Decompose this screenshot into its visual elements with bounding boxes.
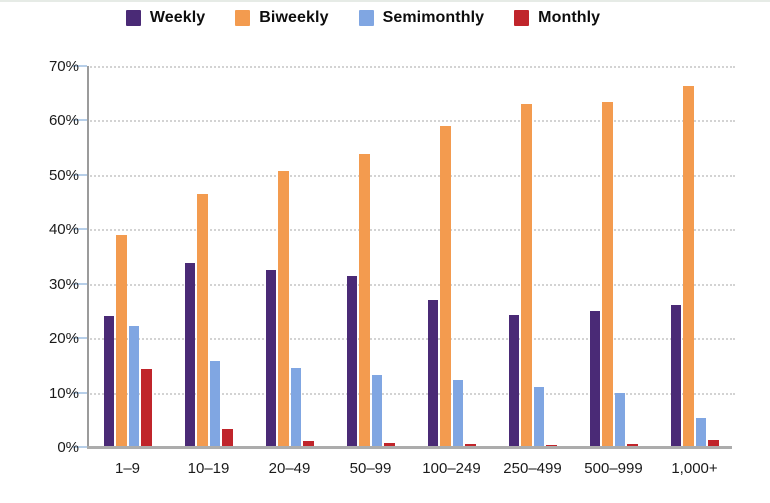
- y-axis-tick: [73, 119, 87, 122]
- bar-groups: [87, 66, 735, 447]
- x-axis-label-100–249: 100–249: [422, 460, 481, 477]
- plot-area: [87, 66, 735, 449]
- bar-weekly-1–9: [103, 316, 114, 447]
- y-axis-tick: [73, 65, 87, 67]
- y-axis-tick: [73, 446, 87, 448]
- legend-item-biweekly: Biweekly: [235, 9, 328, 27]
- bar-group-100–249: [411, 66, 492, 447]
- y-axis-label-70: 70%: [48, 58, 79, 75]
- y-axis-label-10: 10%: [48, 384, 79, 402]
- bar-monthly-1,000+: [708, 440, 719, 447]
- bar-weekly-250–499: [508, 314, 519, 447]
- x-axis-label-500–999: 500–999: [584, 460, 643, 477]
- bar-weekly-500–999: [589, 310, 600, 447]
- gridline-70: [87, 66, 735, 68]
- y-axis-label-30: 30%: [48, 275, 79, 293]
- x-axis-baseline: [87, 446, 732, 449]
- bar-group-500–999: [573, 66, 654, 447]
- y-axis-tick: [73, 282, 87, 285]
- y-axis-tick: [73, 337, 87, 340]
- bar-weekly-20–49: [265, 270, 276, 447]
- bar-group-10–19: [168, 66, 249, 447]
- gridline-60: [87, 120, 735, 123]
- bar-semimonthly-10–19: [209, 361, 220, 447]
- legend-swatch-icon: [235, 10, 251, 26]
- legend-label: Monthly: [538, 9, 601, 26]
- bar-group-20–49: [249, 66, 330, 447]
- legend-item-monthly: Monthly: [514, 9, 600, 27]
- bar-biweekly-1,000+: [683, 86, 694, 447]
- x-axis-label-50–99: 50–99: [349, 460, 392, 477]
- bar-semimonthly-100–249: [452, 379, 463, 447]
- legend-swatch-icon: [125, 10, 141, 26]
- y-axis-tick: [73, 228, 87, 231]
- legend-swatch-icon: [514, 10, 530, 26]
- bar-group-1,000+: [654, 66, 735, 447]
- y-axis-label-20: 20%: [48, 330, 79, 348]
- bar-monthly-100–249: [465, 444, 476, 447]
- bar-biweekly-1–9: [116, 234, 127, 447]
- bar-biweekly-50–99: [359, 154, 370, 447]
- bar-semimonthly-500–999: [614, 393, 625, 447]
- y-axis-label-60: 60%: [48, 112, 79, 130]
- bar-semimonthly-50–99: [371, 374, 382, 447]
- legend-label: Semimonthly: [382, 9, 485, 26]
- legend-swatch-icon: [358, 10, 374, 26]
- bar-group-50–99: [330, 66, 411, 447]
- bar-monthly-250–499: [546, 444, 557, 447]
- gridline-40: [87, 229, 735, 232]
- x-axis-label-250–499: 250–499: [503, 460, 562, 477]
- bar-monthly-10–19: [222, 428, 233, 447]
- y-axis-tick: [73, 391, 87, 394]
- y-axis-label-0: 0%: [57, 439, 79, 456]
- bar-monthly-1–9: [141, 369, 152, 447]
- gridline-50: [87, 174, 735, 177]
- bar-weekly-50–99: [346, 276, 357, 447]
- legend-item-weekly: Weekly: [125, 9, 206, 27]
- bar-biweekly-250–499: [521, 103, 532, 447]
- bar-weekly-100–249: [427, 300, 438, 447]
- bar-biweekly-20–49: [278, 170, 289, 447]
- y-axis-line: [87, 66, 89, 447]
- x-axis-label-1–9: 1–9: [114, 460, 141, 477]
- bar-monthly-20–49: [303, 441, 314, 447]
- y-axis-tick: [73, 173, 87, 176]
- bar-group-250–499: [492, 66, 573, 447]
- bar-biweekly-500–999: [602, 101, 613, 447]
- legend-item-semimonthly: Semimonthly: [358, 9, 485, 27]
- bar-biweekly-10–19: [197, 194, 208, 447]
- bar-weekly-10–19: [184, 263, 195, 447]
- bar-semimonthly-20–49: [290, 368, 301, 447]
- bar-group-1–9: [87, 66, 168, 447]
- x-axis-label-20–49: 20–49: [268, 460, 311, 477]
- bar-biweekly-100–249: [440, 125, 451, 447]
- gridline-30: [87, 283, 735, 286]
- bar-monthly-500–999: [627, 443, 638, 447]
- y-axis-label-50: 50%: [48, 166, 79, 184]
- bar-weekly-1,000+: [670, 304, 681, 447]
- bar-semimonthly-1–9: [128, 326, 139, 447]
- bar-semimonthly-250–499: [533, 386, 544, 447]
- chart-legend: Weekly Biweekly Semimonthly Monthly: [0, 9, 748, 27]
- bar-semimonthly-1,000+: [695, 417, 706, 447]
- gridline-20: [87, 338, 735, 341]
- bar-monthly-50–99: [384, 442, 395, 447]
- x-axis-label-10–19: 10–19: [187, 460, 230, 477]
- gridline-10: [87, 392, 735, 395]
- legend-label: Weekly: [149, 9, 206, 26]
- legend-label: Biweekly: [259, 9, 329, 26]
- x-axis-label-1,000+: 1,000+: [671, 460, 718, 477]
- y-axis-label-40: 40%: [48, 221, 79, 239]
